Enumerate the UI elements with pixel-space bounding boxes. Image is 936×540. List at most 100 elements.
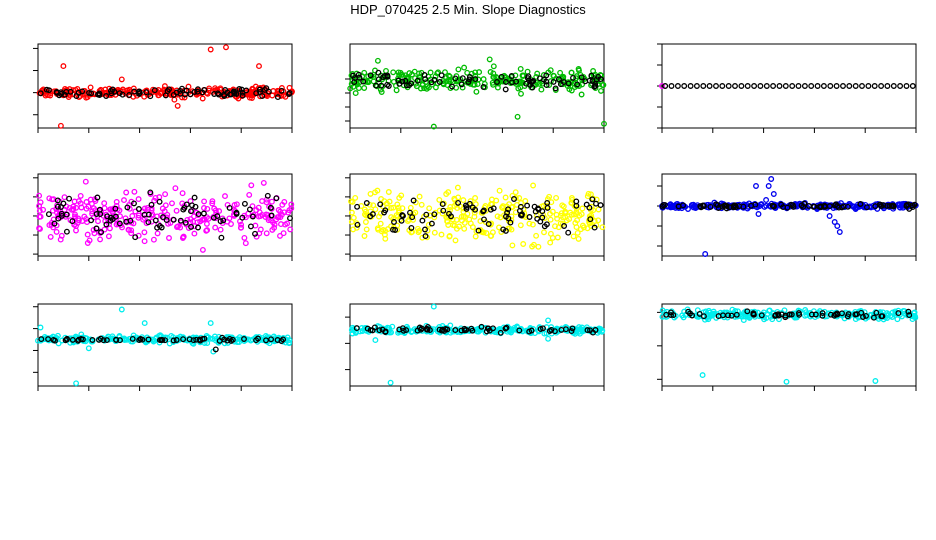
data-point [550,73,557,79]
data-point [195,224,201,231]
data-point [226,204,233,211]
data-point [348,209,355,216]
data-point [764,311,771,317]
data-point [416,193,423,200]
data-point [365,79,372,86]
data-point [241,336,247,342]
data-point [440,207,447,214]
data-point [763,197,770,203]
data-point [106,225,113,232]
data-point [143,89,150,96]
data-point [472,233,479,240]
data-point [547,239,554,246]
data-point [148,207,155,214]
data-point [286,337,293,344]
plot-frame [349,173,605,257]
data-point [52,337,58,344]
data-point [784,204,791,211]
data-point [116,90,123,97]
data-point [852,311,859,318]
data-point [123,189,130,196]
data-point [541,229,547,236]
data-point [377,220,384,227]
data-point [597,76,604,83]
data-point [518,212,525,219]
data-point [367,213,374,220]
data-point [689,312,696,319]
data-point [523,80,530,87]
data-point [524,75,531,82]
data-point [407,204,414,211]
data-point [387,379,394,386]
data-point [571,211,577,218]
data-point [431,211,438,218]
data-point [61,206,68,213]
data-point [485,221,492,227]
data-point [204,205,211,212]
data-point [218,234,225,241]
data-point [256,86,263,93]
data-point [148,212,155,219]
data-point [748,202,755,209]
data-point [509,242,516,249]
data-point [194,86,201,93]
data-point [528,79,534,85]
data-point [681,83,688,89]
data-point [85,203,92,210]
data-point [241,200,248,207]
data-point [141,211,148,218]
data-point [547,210,553,217]
data-point [170,216,177,223]
data-point [217,226,224,233]
data-point [568,69,575,76]
data-point [795,83,802,89]
data-point [719,83,726,89]
data-point [197,218,204,225]
data-point [97,211,104,218]
data-point [131,200,137,207]
data-point [439,201,446,208]
data-point [706,83,713,89]
data-point [75,198,82,205]
data-point [83,199,90,205]
data-point [768,176,775,182]
data-point [524,68,531,75]
data-point [132,234,139,241]
data-point [151,87,158,94]
data-point [285,209,292,216]
data-point [248,182,255,189]
data-point [591,224,598,231]
data-point [394,201,401,208]
data-point [66,195,73,202]
data-point [399,212,406,219]
data-point [242,240,249,247]
data-point [169,200,175,207]
data-point [217,218,224,225]
data-point [156,337,163,344]
data-point [431,214,438,221]
data-point [180,234,187,240]
data-point [170,337,177,344]
data-point [560,203,567,210]
data-point [37,324,44,331]
data-point [151,197,158,204]
data-point [166,235,172,241]
data-point [562,210,569,217]
data-point [46,222,53,229]
data-point [528,327,535,334]
data-point [201,205,207,211]
data-point [516,327,523,334]
data-point [252,222,259,229]
series-all [348,182,606,250]
data-point [268,198,275,205]
data-point [884,83,891,89]
data-point [281,198,288,205]
data-point [257,89,263,95]
data-point [212,224,219,231]
data-point [436,79,443,85]
data-point [878,313,885,320]
data-point [518,90,524,97]
data-point [192,203,199,210]
data-point [505,206,512,213]
data-point [819,312,826,319]
